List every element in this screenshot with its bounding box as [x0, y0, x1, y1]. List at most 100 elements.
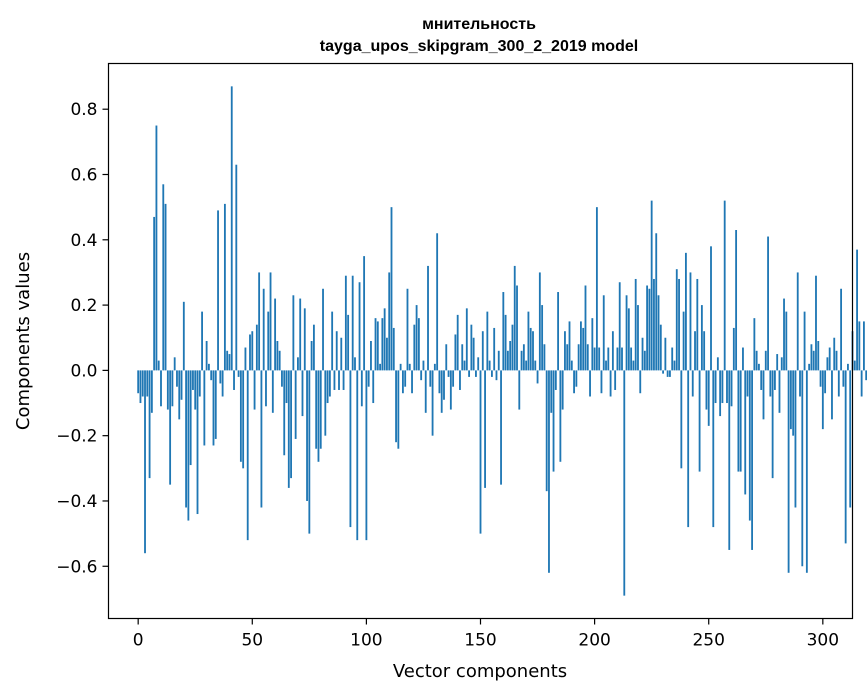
bar [580, 321, 582, 371]
bar [669, 370, 671, 377]
bar [198, 370, 201, 397]
bar [548, 370, 550, 573]
bar [618, 282, 621, 371]
bar [162, 184, 165, 371]
bar [796, 272, 799, 371]
bar [285, 370, 288, 404]
bar [637, 305, 639, 371]
bar [780, 357, 783, 371]
bar [433, 363, 436, 371]
bar [771, 370, 774, 479]
bar [171, 370, 174, 407]
bar [730, 370, 733, 407]
bar [363, 256, 366, 371]
bar [664, 337, 667, 371]
bar [621, 347, 623, 371]
bar [436, 233, 439, 371]
bar [417, 318, 420, 371]
bar [602, 295, 605, 371]
bar [488, 360, 491, 371]
bar [463, 360, 466, 371]
bar [627, 308, 630, 371]
bar [137, 370, 140, 394]
y-tick-label: 0.6 [70, 166, 97, 186]
bar [310, 341, 313, 371]
bar [634, 278, 637, 371]
bar [778, 370, 781, 413]
bar [760, 370, 763, 390]
bar [235, 164, 238, 371]
bar [192, 370, 194, 390]
bar [737, 370, 740, 472]
bar [386, 337, 388, 371]
bar [682, 311, 685, 371]
bar [271, 370, 274, 413]
bar [411, 370, 413, 394]
bar [356, 370, 359, 541]
bar [837, 370, 840, 397]
bar [712, 370, 715, 528]
bar [324, 370, 327, 436]
bar [543, 344, 546, 371]
bar [210, 370, 213, 381]
bar [769, 370, 772, 397]
bar [358, 282, 361, 371]
bar [203, 370, 206, 446]
bar [776, 354, 779, 371]
bar [529, 327, 532, 371]
bar [666, 370, 669, 377]
bar [703, 331, 706, 371]
bar [401, 370, 404, 394]
bar [233, 370, 235, 390]
bar [194, 370, 197, 410]
bar [509, 341, 512, 371]
bar [342, 370, 345, 390]
bar [559, 370, 562, 462]
bar [570, 360, 573, 371]
bar [586, 344, 589, 371]
bar [294, 370, 297, 439]
bar [477, 357, 480, 371]
bar [470, 324, 473, 371]
bar [758, 363, 760, 371]
bar [773, 370, 776, 390]
bar [853, 360, 856, 371]
bar [201, 311, 203, 371]
x-tick-label: 300 [807, 631, 839, 651]
bar [226, 350, 229, 371]
bar [381, 318, 384, 371]
bar [564, 331, 566, 371]
x-tick-label: 0 [133, 631, 144, 651]
bar [141, 370, 144, 397]
bar [609, 370, 612, 397]
bar [139, 370, 142, 404]
bar [532, 331, 534, 371]
bar [614, 370, 617, 390]
bar [858, 321, 861, 371]
bars-group [137, 86, 867, 596]
bar [799, 370, 801, 397]
bar [475, 370, 477, 377]
x-tick-label: 50 [241, 631, 263, 651]
bar [461, 344, 464, 371]
bar [422, 360, 425, 371]
bar [847, 363, 849, 371]
bar [246, 370, 249, 541]
bar [812, 350, 815, 371]
bar [354, 357, 356, 371]
bar [185, 370, 188, 508]
bar [392, 327, 395, 371]
bar [495, 370, 498, 381]
bar [616, 347, 619, 371]
bar [506, 350, 509, 371]
bar [705, 370, 708, 410]
bar [856, 249, 858, 371]
bar [611, 331, 614, 371]
bar [390, 207, 393, 371]
bar [397, 370, 400, 449]
bar [591, 318, 594, 371]
x-axis-ticks: 0 50 100 150 200 250 300 [133, 618, 839, 651]
bar [255, 324, 258, 371]
bar [751, 370, 753, 550]
